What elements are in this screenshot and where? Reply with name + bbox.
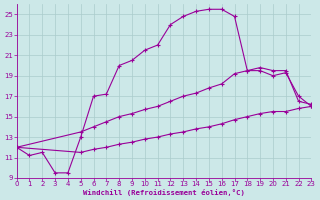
X-axis label: Windchill (Refroidissement éolien,°C): Windchill (Refroidissement éolien,°C) <box>83 189 245 196</box>
